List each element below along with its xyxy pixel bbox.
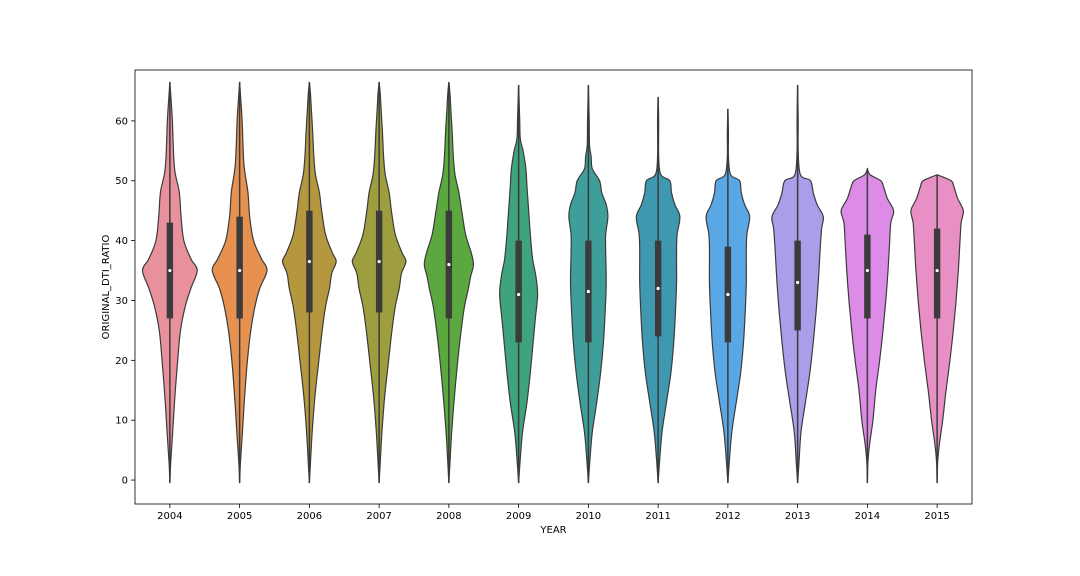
- median-point-2006: [307, 259, 311, 264]
- iqr-box-2015: [933, 228, 941, 319]
- violin-2007: [351, 81, 407, 484]
- violin-2011: [635, 96, 681, 484]
- y-axis-ticks: 0 10 20 30 40 50 60: [115, 116, 135, 487]
- y-tick-label-50: 50: [115, 176, 128, 187]
- violin-2005: [211, 81, 268, 484]
- x-tick-label-2014: 2014: [855, 511, 880, 522]
- median-point-2015: [935, 268, 939, 273]
- violin-2004: [141, 81, 198, 484]
- violin-2009: [499, 84, 539, 484]
- x-tick-label-2013: 2013: [785, 511, 810, 522]
- y-axis-label: ORIGINAL_DTI_RATIO: [101, 235, 112, 340]
- y-tick-label-20: 20: [115, 356, 128, 367]
- median-point-2005: [238, 268, 242, 273]
- x-axis-ticks: 2004 2005 2006 2007 2008 2009 2010 2011 2012 2013…: [157, 504, 950, 522]
- y-tick-label-40: 40: [115, 236, 128, 247]
- violin-2014: [840, 167, 895, 484]
- x-tick-label-2008: 2008: [436, 511, 461, 522]
- violin-2006: [281, 81, 337, 484]
- median-point-2012: [726, 292, 730, 297]
- y-tick-label-30: 30: [115, 296, 128, 307]
- y-tick-label-0: 0: [122, 476, 128, 487]
- iqr-box-2009: [515, 240, 522, 343]
- x-tick-label-2015: 2015: [924, 511, 949, 522]
- iqr-box-2005: [236, 216, 243, 319]
- median-point-2011: [656, 286, 660, 291]
- violin-2008: [423, 81, 475, 484]
- x-tick-label-2009: 2009: [506, 511, 531, 522]
- x-tick-label-2005: 2005: [227, 511, 252, 522]
- median-point-2007: [377, 259, 381, 264]
- median-point-2004: [168, 268, 172, 273]
- x-tick-label-2004: 2004: [157, 511, 182, 522]
- x-tick-label-2011: 2011: [645, 511, 670, 522]
- median-point-2008: [447, 262, 451, 267]
- x-axis-label: YEAR: [539, 525, 566, 536]
- violins-group: [141, 81, 965, 484]
- violin-2013: [771, 84, 825, 484]
- plot-frame: [134, 69, 973, 505]
- y-tick-label-10: 10: [115, 416, 128, 427]
- x-tick-label-2007: 2007: [366, 511, 391, 522]
- y-tick-label-60: 60: [115, 116, 128, 127]
- median-point-2014: [865, 268, 869, 273]
- median-point-2013: [796, 280, 800, 285]
- violin-2010: [568, 84, 609, 484]
- iqr-box-2013: [794, 240, 801, 331]
- median-point-2010: [586, 289, 590, 294]
- median-point-2009: [517, 292, 521, 297]
- iqr-box-2014: [864, 234, 871, 319]
- violin-2012: [705, 108, 751, 484]
- x-tick-label-2010: 2010: [576, 511, 601, 522]
- x-tick-label-2012: 2012: [715, 511, 740, 522]
- violin-2015: [910, 174, 965, 484]
- x-tick-label-2006: 2006: [297, 511, 322, 522]
